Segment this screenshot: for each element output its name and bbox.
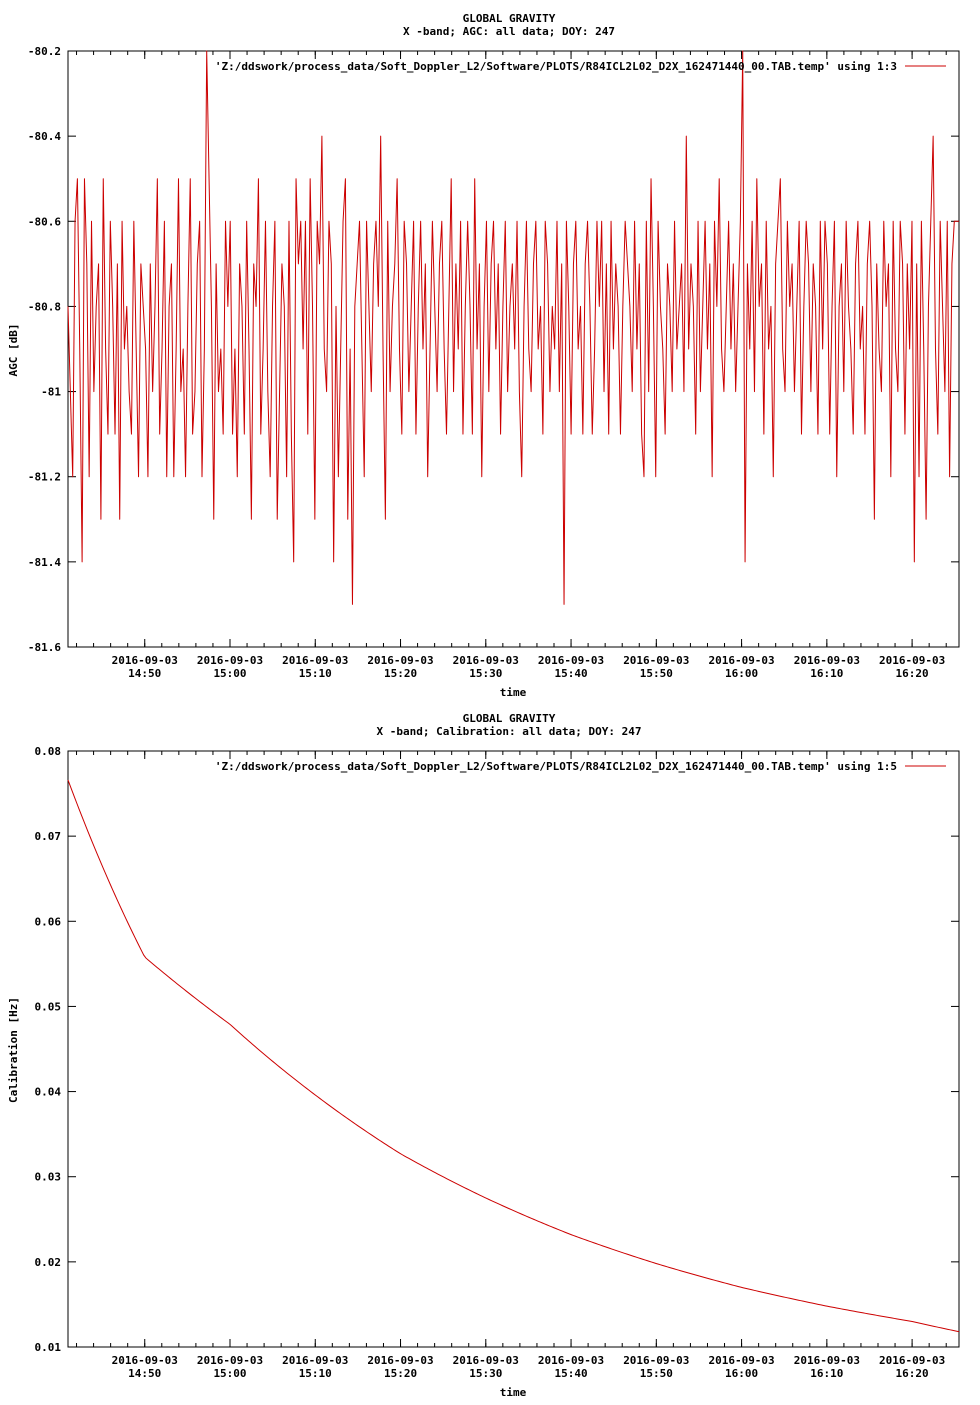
calibration-y-tick-label: 0.08 — [35, 745, 62, 758]
agc-y-tick-label: -80.8 — [28, 300, 61, 313]
agc-x-tick-time-label: 14:50 — [128, 667, 161, 680]
agc-x-tick-date-label: 2016-09-03 — [367, 654, 433, 667]
agc-x-tick-date-label: 2016-09-03 — [538, 654, 604, 667]
agc-x-tick-time-label: 15:40 — [554, 667, 587, 680]
agc-series-line — [67, 50, 959, 605]
agc-x-tick-date-label: 2016-09-03 — [794, 654, 860, 667]
agc-x-tick-date-label: 2016-09-03 — [112, 654, 178, 667]
agc-y-tick-label: -81 — [41, 386, 61, 399]
agc-x-tick-date-label: 2016-09-03 — [708, 654, 774, 667]
calibration-x-tick-date-label: 2016-09-03 — [112, 1354, 178, 1367]
agc-y-tick-label: -81.4 — [28, 556, 61, 569]
agc-chart-subtitle: X -band; AGC: all data; DOY: 247 — [403, 25, 615, 38]
agc-y-tick-label: -81.2 — [28, 471, 61, 484]
calibration-chart-ylabel: Calibration [Hz] — [7, 997, 20, 1103]
calibration-y-tick-label: 0.01 — [35, 1341, 62, 1354]
calibration-x-tick-time-label: 15:30 — [469, 1367, 502, 1380]
agc-x-tick-time-label: 15:50 — [640, 667, 673, 680]
calibration-x-tick-date-label: 2016-09-03 — [197, 1354, 263, 1367]
agc-plot-frame — [67, 50, 960, 648]
agc-x-tick-time-label: 16:00 — [725, 667, 758, 680]
agc-x-tick-date-label: 2016-09-03 — [453, 654, 519, 667]
agc-chart-xlabel: time — [500, 686, 527, 699]
calibration-x-tick-time-label: 14:50 — [128, 1367, 161, 1380]
calibration-y-tick-label: 0.05 — [35, 1000, 62, 1013]
calibration-x-tick-date-label: 2016-09-03 — [708, 1354, 774, 1367]
agc-chart-title: GLOBAL GRAVITY — [463, 12, 556, 25]
agc-x-tick-time-label: 15:10 — [299, 667, 332, 680]
agc-x-tick-date-label: 2016-09-03 — [623, 654, 689, 667]
agc-x-tick-time-label: 16:20 — [896, 667, 929, 680]
calibration-x-tick-date-label: 2016-09-03 — [367, 1354, 433, 1367]
calibration-chart: GLOBAL GRAVITY X -band; Calibration: all… — [7, 712, 960, 1399]
calibration-x-tick-time-label: 15:10 — [299, 1367, 332, 1380]
agc-x-tick-date-label: 2016-09-03 — [282, 654, 348, 667]
calibration-x-tick-time-label: 16:00 — [725, 1367, 758, 1380]
agc-x-tick-time-label: 15:00 — [213, 667, 246, 680]
agc-y-tick-label: -80.2 — [28, 45, 61, 58]
calibration-y-tick-label: 0.03 — [35, 1171, 62, 1184]
calibration-x-tick-date-label: 2016-09-03 — [623, 1354, 689, 1367]
calibration-legend-label: 'Z:/ddswork/process_data/Soft_Doppler_L2… — [215, 760, 897, 773]
calibration-x-tick-time-label: 15:40 — [554, 1367, 587, 1380]
calibration-x-tick-time-label: 15:50 — [640, 1367, 673, 1380]
agc-y-ticks: -80.2 -80.4 -80.6 -80.8 -81 -81.2 -81.4 -81.6 — [28, 45, 959, 654]
calibration-chart-subtitle: X -band; Calibration: all data; DOY: 247 — [377, 725, 642, 738]
calibration-x-tick-date-label: 2016-09-03 — [794, 1354, 860, 1367]
agc-x-tick-time-label: 16:10 — [810, 667, 843, 680]
agc-y-tick-label: -80.6 — [28, 215, 61, 228]
agc-y-tick-label: -81.6 — [28, 641, 61, 654]
agc-chart: GLOBAL GRAVITY X -band; AGC: all data; D… — [7, 12, 960, 699]
agc-x-ticks: 2016-09-0314:502016-09-0315:002016-09-03… — [76, 51, 947, 680]
agc-x-tick-time-label: 15:20 — [384, 667, 417, 680]
calibration-y-tick-label: 0.04 — [35, 1086, 62, 1099]
agc-x-tick-date-label: 2016-09-03 — [197, 654, 263, 667]
calibration-x-ticks: 2016-09-0314:502016-09-0315:002016-09-03… — [76, 751, 947, 1380]
calibration-y-tick-label: 0.07 — [35, 830, 62, 843]
agc-legend-label: 'Z:/ddswork/process_data/Soft_Doppler_L2… — [215, 60, 897, 73]
calibration-series-line — [67, 779, 960, 1333]
calibration-x-tick-date-label: 2016-09-03 — [282, 1354, 348, 1367]
calibration-y-tick-label: 0.06 — [35, 915, 62, 928]
agc-chart-ylabel: AGC [dB] — [7, 324, 20, 377]
calibration-x-tick-time-label: 16:20 — [896, 1367, 929, 1380]
calibration-x-tick-time-label: 15:00 — [213, 1367, 246, 1380]
agc-x-tick-time-label: 15:30 — [469, 667, 502, 680]
calibration-x-tick-time-label: 16:10 — [810, 1367, 843, 1380]
calibration-chart-title: GLOBAL GRAVITY — [463, 712, 556, 725]
calibration-chart-xlabel: time — [500, 1386, 527, 1399]
calibration-x-tick-time-label: 15:20 — [384, 1367, 417, 1380]
calibration-plot-frame — [67, 750, 960, 1348]
agc-x-tick-date-label: 2016-09-03 — [879, 654, 945, 667]
agc-y-tick-label: -80.4 — [28, 130, 61, 143]
calibration-x-tick-date-label: 2016-09-03 — [879, 1354, 945, 1367]
calibration-y-ticks: 0.08 0.07 0.06 0.05 0.04 0.03 0.02 0.01 — [35, 745, 959, 1354]
calibration-y-tick-label: 0.02 — [35, 1256, 62, 1269]
calibration-x-tick-date-label: 2016-09-03 — [453, 1354, 519, 1367]
calibration-x-tick-date-label: 2016-09-03 — [538, 1354, 604, 1367]
